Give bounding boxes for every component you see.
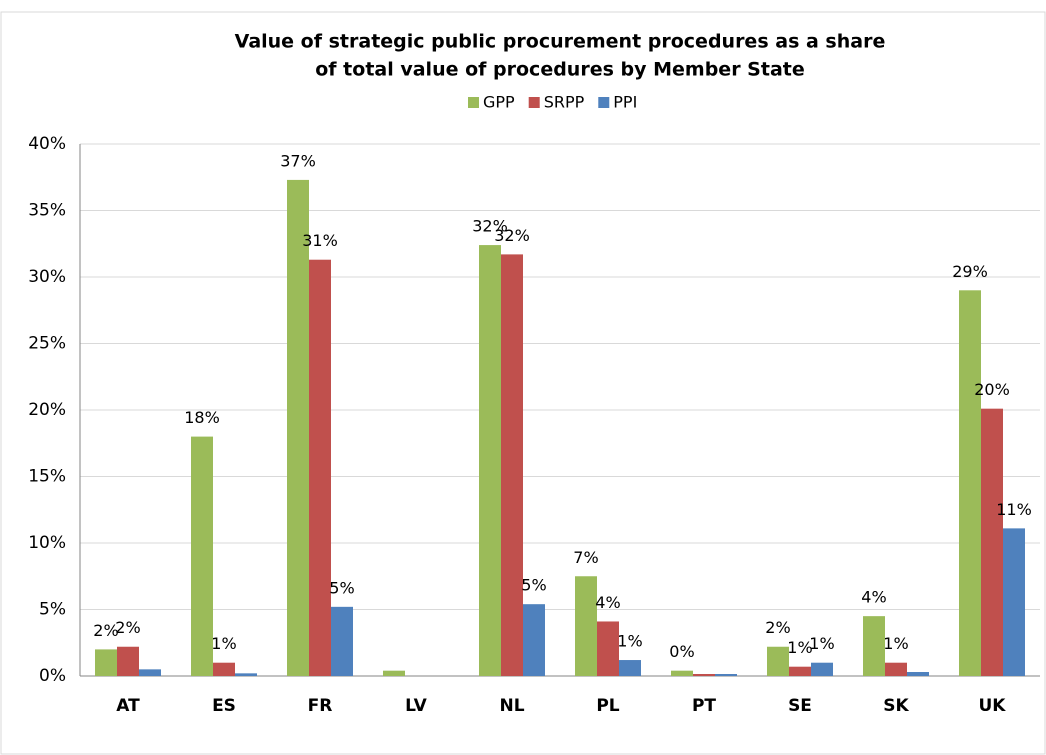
data-label: 5% bbox=[521, 576, 546, 595]
y-tick-label: 20% bbox=[28, 400, 66, 420]
data-label: 1% bbox=[787, 638, 812, 657]
data-label: 1% bbox=[617, 632, 642, 651]
x-tick-label: SK bbox=[883, 696, 909, 716]
x-tick-label: FR bbox=[308, 696, 333, 716]
bar bbox=[287, 179, 309, 676]
bar bbox=[191, 436, 213, 676]
data-label: 2% bbox=[115, 618, 140, 637]
bar bbox=[789, 666, 811, 676]
x-tick-label: PT bbox=[692, 696, 716, 716]
data-label: 7% bbox=[573, 548, 598, 567]
bar bbox=[597, 621, 619, 676]
bar bbox=[671, 670, 693, 676]
x-tick-label: LV bbox=[405, 696, 427, 716]
bar bbox=[117, 646, 139, 676]
legend-label: GPP bbox=[483, 93, 515, 112]
legend-label: SRPP bbox=[544, 93, 585, 112]
data-label: 1% bbox=[211, 634, 236, 653]
bar bbox=[575, 576, 597, 676]
legend-label: PPI bbox=[613, 93, 637, 112]
bar bbox=[811, 662, 833, 676]
y-tick-label: 30% bbox=[28, 267, 66, 287]
legend-swatch bbox=[598, 97, 610, 108]
data-label: 32% bbox=[494, 226, 530, 245]
data-label: 4% bbox=[861, 588, 886, 607]
y-tick-label: 0% bbox=[39, 666, 66, 686]
data-label: 2% bbox=[93, 621, 118, 640]
y-tick-label: 25% bbox=[28, 334, 66, 354]
bar bbox=[907, 672, 929, 676]
bar bbox=[479, 245, 501, 676]
bar bbox=[501, 254, 523, 676]
x-tick-label: ES bbox=[212, 696, 236, 716]
bar bbox=[715, 674, 737, 676]
bar bbox=[383, 670, 405, 676]
data-label: 20% bbox=[974, 380, 1010, 399]
x-tick-label: SE bbox=[788, 696, 812, 716]
bar bbox=[213, 662, 235, 676]
y-tick-label: 35% bbox=[28, 201, 66, 221]
x-tick-label: AT bbox=[116, 696, 140, 716]
data-label: 1% bbox=[883, 634, 908, 653]
legend-swatch bbox=[528, 97, 540, 108]
bar bbox=[331, 606, 353, 676]
bar bbox=[619, 660, 641, 676]
data-label: 2% bbox=[765, 618, 790, 637]
data-label: 1% bbox=[809, 634, 834, 653]
data-label: 5% bbox=[329, 578, 354, 597]
bar bbox=[309, 259, 331, 676]
data-label: 37% bbox=[280, 151, 316, 170]
data-label: 11% bbox=[996, 500, 1032, 519]
bar bbox=[767, 646, 789, 676]
bar bbox=[959, 290, 981, 676]
bar bbox=[981, 408, 1003, 676]
chart-title: Value of strategic public procurement pr… bbox=[235, 31, 886, 53]
data-label: 32% bbox=[472, 217, 508, 236]
bar bbox=[1003, 528, 1025, 676]
bar bbox=[863, 616, 885, 676]
chart-subtitle: of total value of procedures by Member S… bbox=[315, 59, 804, 81]
y-tick-label: 10% bbox=[28, 533, 66, 553]
x-tick-label: NL bbox=[499, 696, 524, 716]
bar bbox=[95, 649, 117, 676]
y-tick-label: 5% bbox=[39, 600, 66, 620]
data-label: 18% bbox=[184, 408, 220, 427]
bar bbox=[139, 669, 161, 676]
x-tick-label: UK bbox=[979, 696, 1007, 716]
bar bbox=[693, 674, 715, 676]
bar bbox=[885, 662, 907, 676]
y-tick-label: 15% bbox=[28, 467, 66, 487]
x-tick-label: PL bbox=[596, 696, 619, 716]
bar bbox=[523, 604, 545, 676]
bar bbox=[235, 673, 257, 676]
y-tick-label: 40% bbox=[28, 134, 66, 154]
data-label: 29% bbox=[952, 262, 988, 281]
data-label: 0% bbox=[669, 642, 694, 661]
data-label: 31% bbox=[302, 231, 338, 250]
data-label: 4% bbox=[595, 593, 620, 612]
legend-swatch bbox=[468, 97, 479, 108]
